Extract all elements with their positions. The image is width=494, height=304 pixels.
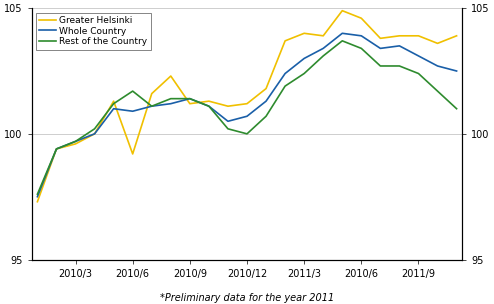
Greater Helsinki [91, 132, 97, 136]
Whole Country [35, 195, 41, 199]
Rest of the Country [111, 102, 117, 105]
Rest of the Country [168, 97, 174, 101]
Greater Helsinki [301, 32, 307, 35]
Rest of the Country [35, 192, 41, 196]
Greater Helsinki [415, 34, 421, 38]
Text: *Preliminary data for the year 2011: *Preliminary data for the year 2011 [160, 293, 334, 303]
Whole Country [339, 32, 345, 35]
Rest of the Country [453, 107, 459, 111]
Greater Helsinki [320, 34, 326, 38]
Rest of the Country [415, 72, 421, 75]
Rest of the Country [320, 54, 326, 58]
Rest of the Country [358, 47, 364, 50]
Rest of the Country [53, 147, 59, 151]
Whole Country [301, 57, 307, 60]
Whole Country [206, 104, 212, 108]
Legend: Greater Helsinki, Whole Country, Rest of the Country: Greater Helsinki, Whole Country, Rest of… [36, 13, 151, 50]
Whole Country [358, 34, 364, 38]
Whole Country [130, 109, 136, 113]
Whole Country [244, 114, 250, 118]
Greater Helsinki [35, 200, 41, 204]
Rest of the Country [397, 64, 403, 68]
Whole Country [453, 69, 459, 73]
Whole Country [415, 54, 421, 58]
Greater Helsinki [187, 102, 193, 105]
Greater Helsinki [435, 42, 441, 45]
Greater Helsinki [358, 16, 364, 20]
Whole Country [168, 102, 174, 105]
Whole Country [435, 64, 441, 68]
Greater Helsinki [339, 9, 345, 12]
Line: Whole Country: Whole Country [38, 33, 456, 197]
Rest of the Country [435, 89, 441, 93]
Whole Country [53, 147, 59, 151]
Whole Country [73, 140, 79, 143]
Whole Country [282, 72, 288, 75]
Rest of the Country [282, 84, 288, 88]
Greater Helsinki [453, 34, 459, 38]
Greater Helsinki [111, 99, 117, 103]
Whole Country [111, 107, 117, 111]
Whole Country [320, 47, 326, 50]
Greater Helsinki [282, 39, 288, 43]
Greater Helsinki [206, 99, 212, 103]
Greater Helsinki [244, 102, 250, 105]
Rest of the Country [339, 39, 345, 43]
Line: Greater Helsinki: Greater Helsinki [38, 11, 456, 202]
Line: Rest of the Country: Rest of the Country [38, 41, 456, 194]
Greater Helsinki [149, 92, 155, 95]
Greater Helsinki [225, 104, 231, 108]
Whole Country [149, 104, 155, 108]
Greater Helsinki [263, 87, 269, 90]
Rest of the Country [91, 127, 97, 131]
Greater Helsinki [168, 74, 174, 78]
Greater Helsinki [377, 36, 383, 40]
Whole Country [377, 47, 383, 50]
Greater Helsinki [73, 142, 79, 146]
Whole Country [91, 132, 97, 136]
Rest of the Country [263, 114, 269, 118]
Rest of the Country [73, 140, 79, 143]
Greater Helsinki [130, 152, 136, 156]
Rest of the Country [149, 104, 155, 108]
Rest of the Country [130, 89, 136, 93]
Rest of the Country [301, 72, 307, 75]
Greater Helsinki [53, 147, 59, 151]
Rest of the Country [244, 132, 250, 136]
Greater Helsinki [397, 34, 403, 38]
Whole Country [397, 44, 403, 48]
Rest of the Country [187, 97, 193, 101]
Whole Country [187, 97, 193, 101]
Rest of the Country [377, 64, 383, 68]
Whole Country [263, 99, 269, 103]
Whole Country [225, 119, 231, 123]
Rest of the Country [225, 127, 231, 131]
Rest of the Country [206, 104, 212, 108]
